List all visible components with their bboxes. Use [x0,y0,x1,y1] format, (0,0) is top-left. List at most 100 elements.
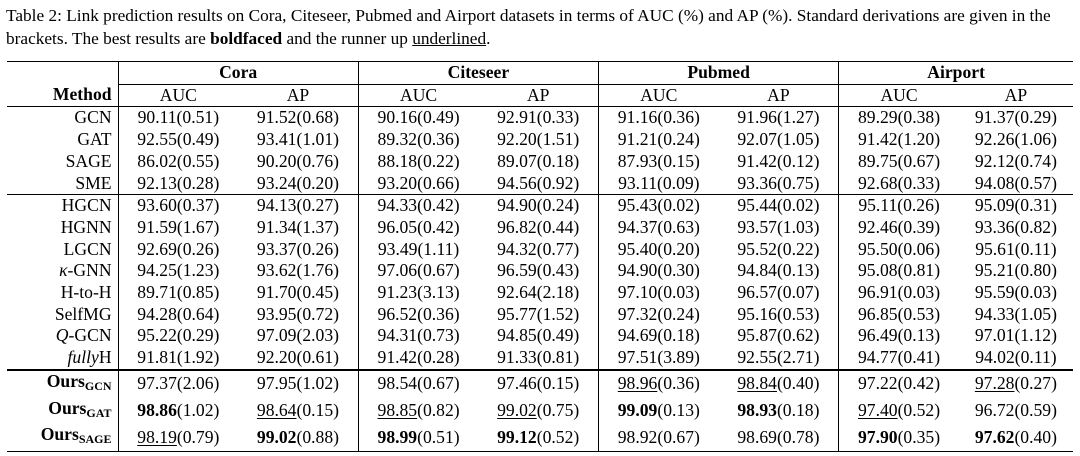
dataset-header-pubmed: Pubmed [598,61,840,85]
result-std: (0.49) [536,325,580,346]
method-name: fullyH [7,347,119,370]
result-cell: 96.52(0.36) [358,304,478,326]
result-value: 98.99 [377,426,418,447]
result-std: (0.06) [897,238,941,259]
result-cell: 93.95(0.72) [238,303,359,326]
result-std: (0.03) [897,282,941,303]
result-cell: 95.11(0.26) [838,194,959,217]
result-cell: 92.07(1.05) [718,129,840,151]
method-name: HGNN [7,216,119,239]
result-cell: 93.20(0.66) [358,173,478,195]
metric-header: AUC [640,84,678,105]
result-value: 92.20 [256,347,297,368]
result-std: (0.52) [897,400,941,421]
method-name-text: Ours [40,424,79,445]
result-std: (0.41) [897,347,941,368]
metric-header: AP [718,84,840,107]
result-cell: 92.55(2.71) [718,347,840,370]
result-value: 91.42 [737,150,777,171]
result-cell: 94.90(0.30) [599,260,719,282]
result-cell: 93.24(0.20) [238,172,359,195]
method-name-text: Ours [46,370,85,391]
result-value: 93.37 [256,238,297,259]
result-std: (0.67) [417,373,460,394]
result-value: 91.81 [137,347,177,368]
result-value: 91.37 [974,107,1015,128]
result-std: (0.18) [536,150,580,171]
result-value: 93.20 [377,172,418,193]
result-cell: 88.18(0.22) [358,151,478,173]
result-cell: 92.55(0.49) [118,129,238,151]
result-cell: 95.87(0.62) [718,325,840,348]
result-std: (1.20) [897,129,941,150]
result-std: (2.06) [176,373,220,394]
result-cell: 96.91(0.03) [839,282,959,304]
result-std: (0.75) [536,400,580,421]
result-cell: 96.05(0.42) [358,217,478,239]
result-value: 94.28 [137,303,177,324]
result-value: 94.02 [975,347,1015,368]
result-std: (3.13) [417,282,460,303]
result-cell: 96.57(0.07) [718,282,840,304]
result-value: 87.93 [617,150,658,171]
result-std: (0.24) [657,129,700,150]
result-cell: 98.93(0.18) [718,397,840,425]
result-value: 96.57 [737,282,777,303]
result-std: (1.23) [176,260,220,281]
result-std: (0.52) [536,426,580,447]
result-std: (0.49) [417,107,460,128]
result-value: 97.40 [857,400,898,421]
result-value: 97.10 [617,282,658,303]
result-std: (0.73) [417,325,460,346]
result-value: 91.70 [256,282,297,303]
method-name: OursGCN [7,368,119,398]
result-cell: 86.02(0.55) [118,151,238,173]
result-value: 94.37 [617,216,658,237]
result-value: 93.95 [256,303,297,324]
result-std: (0.31) [1014,195,1057,216]
result-std: (0.45) [296,282,339,303]
result-value: 94.32 [497,238,537,259]
result-std: (0.64) [176,303,220,324]
result-value: 98.86 [137,400,177,421]
result-std: (0.82) [417,400,460,421]
result-value: 99.02 [497,400,537,421]
result-cell: 97.22(0.42) [838,368,959,398]
result-cell: 91.21(0.24) [599,129,719,151]
method-name-text: fullyH [67,347,112,368]
result-cell: 95.59(0.03) [959,282,1073,304]
method-name: κ-GNN [7,260,119,283]
result-value: 98.54 [377,373,418,394]
result-value: 97.09 [256,325,297,346]
result-value: 95.87 [737,325,777,346]
dataset-header-citeseer: Citeseer [358,61,600,85]
result-std: (0.42) [417,195,460,216]
result-cell: 95.43(0.02) [598,194,719,217]
result-cell: 91.96(1.27) [718,106,840,130]
result-value: 95.61 [975,238,1015,259]
result-std: (0.57) [1014,172,1057,193]
result-value: 94.56 [497,172,537,193]
result-value: 94.85 [497,325,537,346]
result-cell: 98.19(0.79) [118,424,239,452]
result-value: 91.59 [137,216,177,237]
result-std: (1.67) [176,216,220,237]
result-cell: 97.32(0.24) [599,304,719,326]
result-value: 94.90 [497,195,537,216]
result-cell: 97.37(2.06) [118,368,239,398]
result-value: 92.07 [737,129,777,150]
result-value: 95.59 [974,282,1015,303]
result-value: 91.34 [256,216,297,237]
method-name: HGCN [7,194,119,217]
result-cell: 90.16(0.49) [358,106,479,130]
result-value: 92.69 [137,238,177,259]
result-value: 97.90 [857,426,898,447]
result-value: 94.13 [256,195,297,216]
table-row: SAGE 86.02(0.55) 90.20(0.76) 88.18(0.22) 89.… [7,150,1073,173]
result-value: 94.90 [617,260,658,281]
result-cell: 97.62(0.40) [958,424,1073,452]
result-cell: 91.52(0.68) [238,106,359,130]
dataset-header-cora: Cora [118,61,359,85]
result-cell: 97.46(0.15) [478,368,600,398]
result-cell: 94.08(0.57) [959,173,1073,195]
